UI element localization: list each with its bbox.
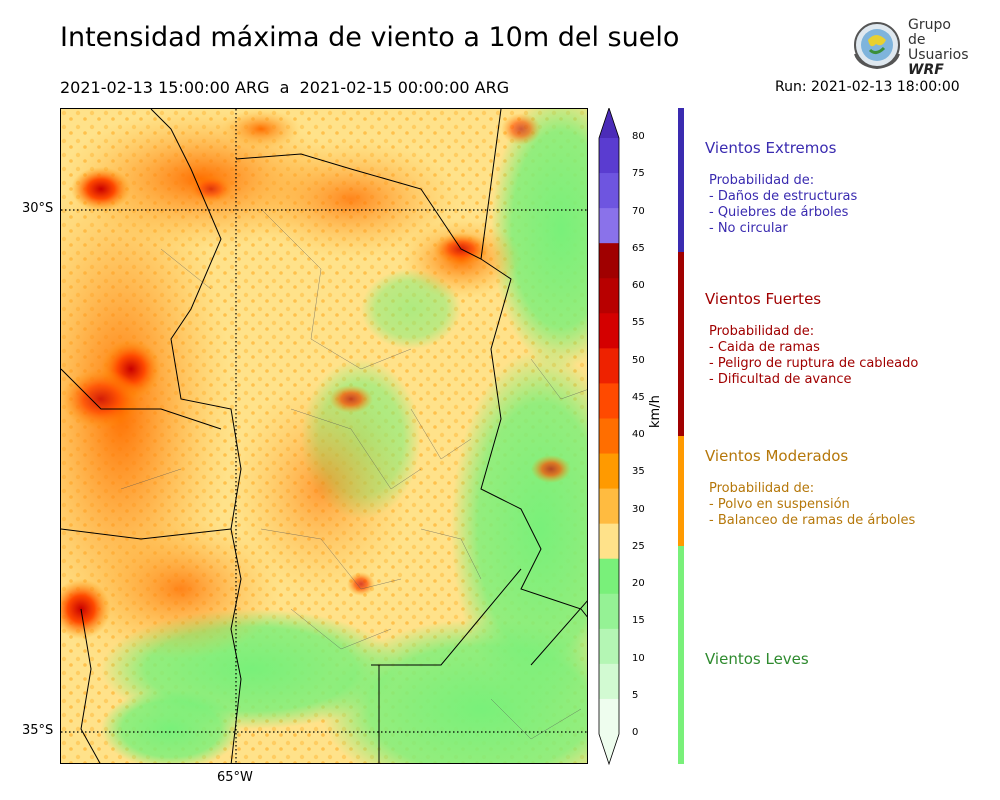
legend-leves: Vientos Leves [705, 650, 809, 684]
colorbar-segment [599, 488, 619, 525]
legend-extremos: Vientos Extremos Probabilidad de: - Daño… [705, 139, 858, 236]
colorbar-tick-label: 60 [632, 280, 645, 291]
wrf-globe-icon [854, 22, 900, 70]
colorbar-segment [599, 383, 619, 419]
colorbar-segment [599, 628, 619, 665]
colorbar-tick-label: 45 [632, 391, 645, 403]
wind-map [60, 108, 588, 764]
colorbar-segment [599, 208, 619, 244]
colorbar-tick-label: 35 [632, 466, 645, 478]
legend-title: Vientos Extremos [705, 139, 837, 157]
colorbar-segment [599, 558, 619, 595]
colorbar-tick-label: 80 [632, 131, 645, 142]
forecast-period: 2021-02-13 15:00:00 ARG a 2021-02-15 00:… [60, 78, 510, 97]
colorbar-tick-label: 10 [632, 652, 645, 664]
colorbar-segment [599, 663, 619, 700]
logo-text: Grupo de Usuarios WRF [908, 17, 969, 78]
map-title: Intensidad máxima de viento a 10m del su… [60, 22, 680, 53]
colorbar-outline [598, 108, 620, 766]
colorbar-tick-label: 20 [632, 578, 645, 589]
colorbar-segment [599, 348, 619, 384]
colorbar-extend-top [599, 108, 619, 138]
colorbar-segment [599, 523, 619, 560]
lat-label-30s: 30°S [22, 201, 54, 216]
colorbar [598, 108, 620, 766]
colorbar-tick-label: 65 [632, 242, 645, 254]
colorbar-segment [599, 418, 619, 455]
run-time: Run: 2021-02-13 18:00:00 [775, 79, 960, 95]
colorbar-segment [599, 243, 619, 279]
colorbar-tick-label: 15 [632, 615, 645, 627]
lat-label-35s: 35°S [22, 723, 54, 738]
colorbar-tick-label: 5 [632, 689, 639, 701]
colorbar-segment [599, 278, 619, 314]
colorbar-tick-label: 30 [632, 503, 645, 515]
colorbar-segment [599, 313, 619, 349]
colorbar-segment [599, 698, 619, 735]
legend-bar-extremos [678, 108, 684, 252]
colorbar-unit: km/h [648, 395, 663, 428]
colorbar-tick-label: 55 [632, 317, 645, 329]
grupo-wrf-logo: Grupo de Usuarios WRF [848, 16, 969, 78]
legend-title: Vientos Leves [705, 650, 809, 668]
legend-moderados: Vientos Moderados Probabilidad de: - Pol… [705, 447, 916, 528]
colorbar-segment [599, 138, 619, 174]
colorbar-extend-bottom [599, 734, 619, 764]
legend-bar-fuertes [678, 252, 684, 436]
colorbar-tick-label: 40 [632, 429, 645, 440]
lon-label-65w: 65°W [217, 770, 253, 785]
colorbar-tick-label: 25 [632, 540, 645, 552]
wind-field [61, 109, 587, 763]
colorbar-segment [599, 453, 619, 490]
legend-title: Vientos Fuertes [705, 290, 822, 308]
legend-bar-leves [678, 546, 684, 764]
legend-fuertes: Vientos Fuertes Probabilidad de: - Caida… [705, 290, 919, 387]
colorbar-tick-label: 50 [632, 354, 645, 366]
colorbar-segment [599, 593, 619, 630]
colorbar-tick-label: 0 [632, 727, 639, 738]
colorbar-segment [599, 173, 619, 209]
legend-bar-moderados [678, 436, 684, 546]
colorbar-tick-label: 70 [632, 205, 645, 217]
legend-title: Vientos Moderados [705, 447, 849, 465]
colorbar-tick-label: 75 [632, 168, 645, 180]
